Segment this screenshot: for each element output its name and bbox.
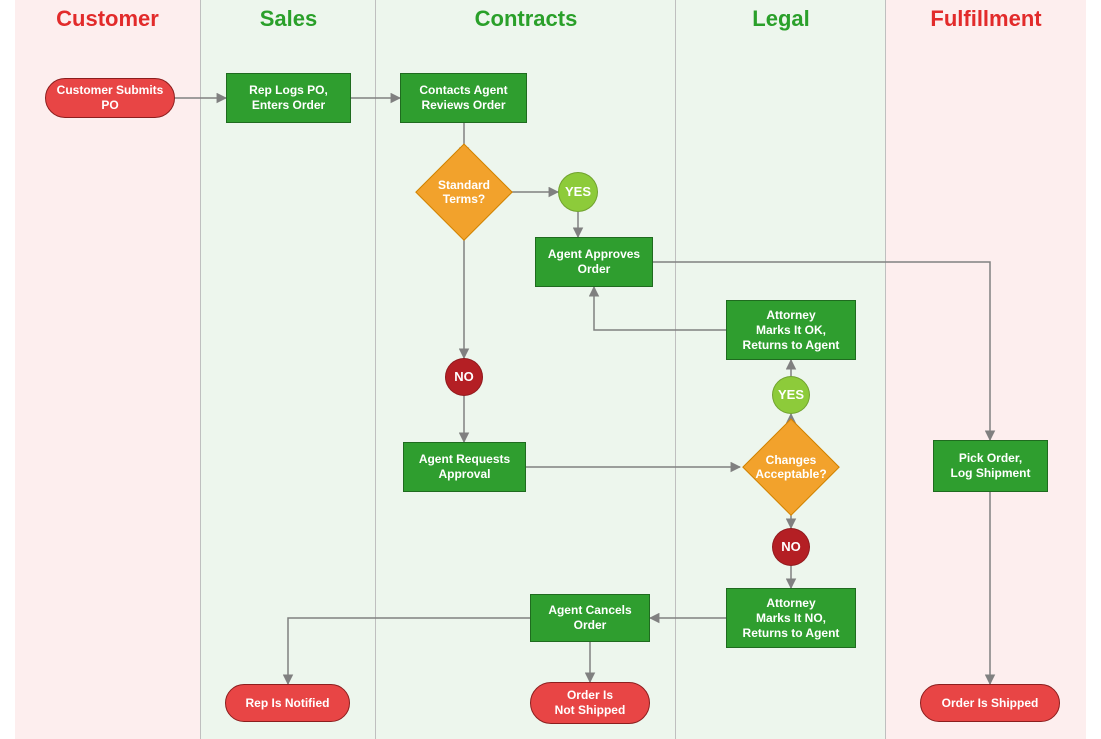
swimlane-flowchart: CustomerSalesContractsLegalFulfillment C… <box>0 0 1101 739</box>
process-pick_order: Pick Order, Log Shipment <box>933 440 1048 492</box>
node-label-rep_logs: Rep Logs PO, Enters Order <box>249 83 328 113</box>
lane-header-sales: Sales <box>201 6 376 32</box>
lane-fulfillment: Fulfillment <box>885 0 1086 739</box>
decision-changes: Changes Acceptable? <box>740 432 842 502</box>
connector-yes-yes2: YES <box>772 376 810 414</box>
process-agent_app: Agent Approves Order <box>535 237 653 287</box>
process-attn_no: Attorney Marks It NO, Returns to Agent <box>726 588 856 648</box>
decision-label-std_terms: Standard Terms? <box>417 157 511 227</box>
process-agent_cancel: Agent Cancels Order <box>530 594 650 642</box>
terminator-cust_submit: Customer Submits PO <box>45 78 175 118</box>
connector-yes-yes1: YES <box>558 172 598 212</box>
node-label-shipped: Order Is Shipped <box>942 696 1039 711</box>
node-label-agent_cancel: Agent Cancels Order <box>548 603 631 633</box>
node-label-yes2: YES <box>778 387 804 403</box>
decision-label-changes: Changes Acceptable? <box>740 432 842 502</box>
lane-header-fulfillment: Fulfillment <box>886 6 1086 32</box>
terminator-shipped: Order Is Shipped <box>920 684 1060 722</box>
connector-no-no2: NO <box>772 528 810 566</box>
node-label-attn_no: Attorney Marks It NO, Returns to Agent <box>743 596 840 641</box>
node-label-no1: NO <box>454 369 474 385</box>
node-label-cont_rev: Contacts Agent Reviews Order <box>419 83 507 113</box>
terminator-not_shipped: Order Is Not Shipped <box>530 682 650 724</box>
process-cont_rev: Contacts Agent Reviews Order <box>400 73 527 123</box>
connector-no-no1: NO <box>445 358 483 396</box>
node-label-attn_ok: Attorney Marks It OK, Returns to Agent <box>743 308 840 353</box>
node-label-rep_notified: Rep Is Notified <box>245 696 329 711</box>
node-label-agent_req: Agent Requests Approval <box>419 452 510 482</box>
node-label-no2: NO <box>781 539 801 555</box>
process-rep_logs: Rep Logs PO, Enters Order <box>226 73 351 123</box>
lane-header-contracts: Contracts <box>376 6 676 32</box>
node-label-cust_submit: Customer Submits PO <box>57 83 164 113</box>
lane-header-customer: Customer <box>15 6 200 32</box>
lane-header-legal: Legal <box>676 6 886 32</box>
decision-std_terms: Standard Terms? <box>417 157 511 227</box>
node-label-not_shipped: Order Is Not Shipped <box>555 688 626 718</box>
terminator-rep_notified: Rep Is Notified <box>225 684 350 722</box>
process-attn_ok: Attorney Marks It OK, Returns to Agent <box>726 300 856 360</box>
node-label-yes1: YES <box>565 184 591 200</box>
node-label-agent_app: Agent Approves Order <box>548 247 640 277</box>
node-label-pick_order: Pick Order, Log Shipment <box>951 451 1031 481</box>
process-agent_req: Agent Requests Approval <box>403 442 526 492</box>
